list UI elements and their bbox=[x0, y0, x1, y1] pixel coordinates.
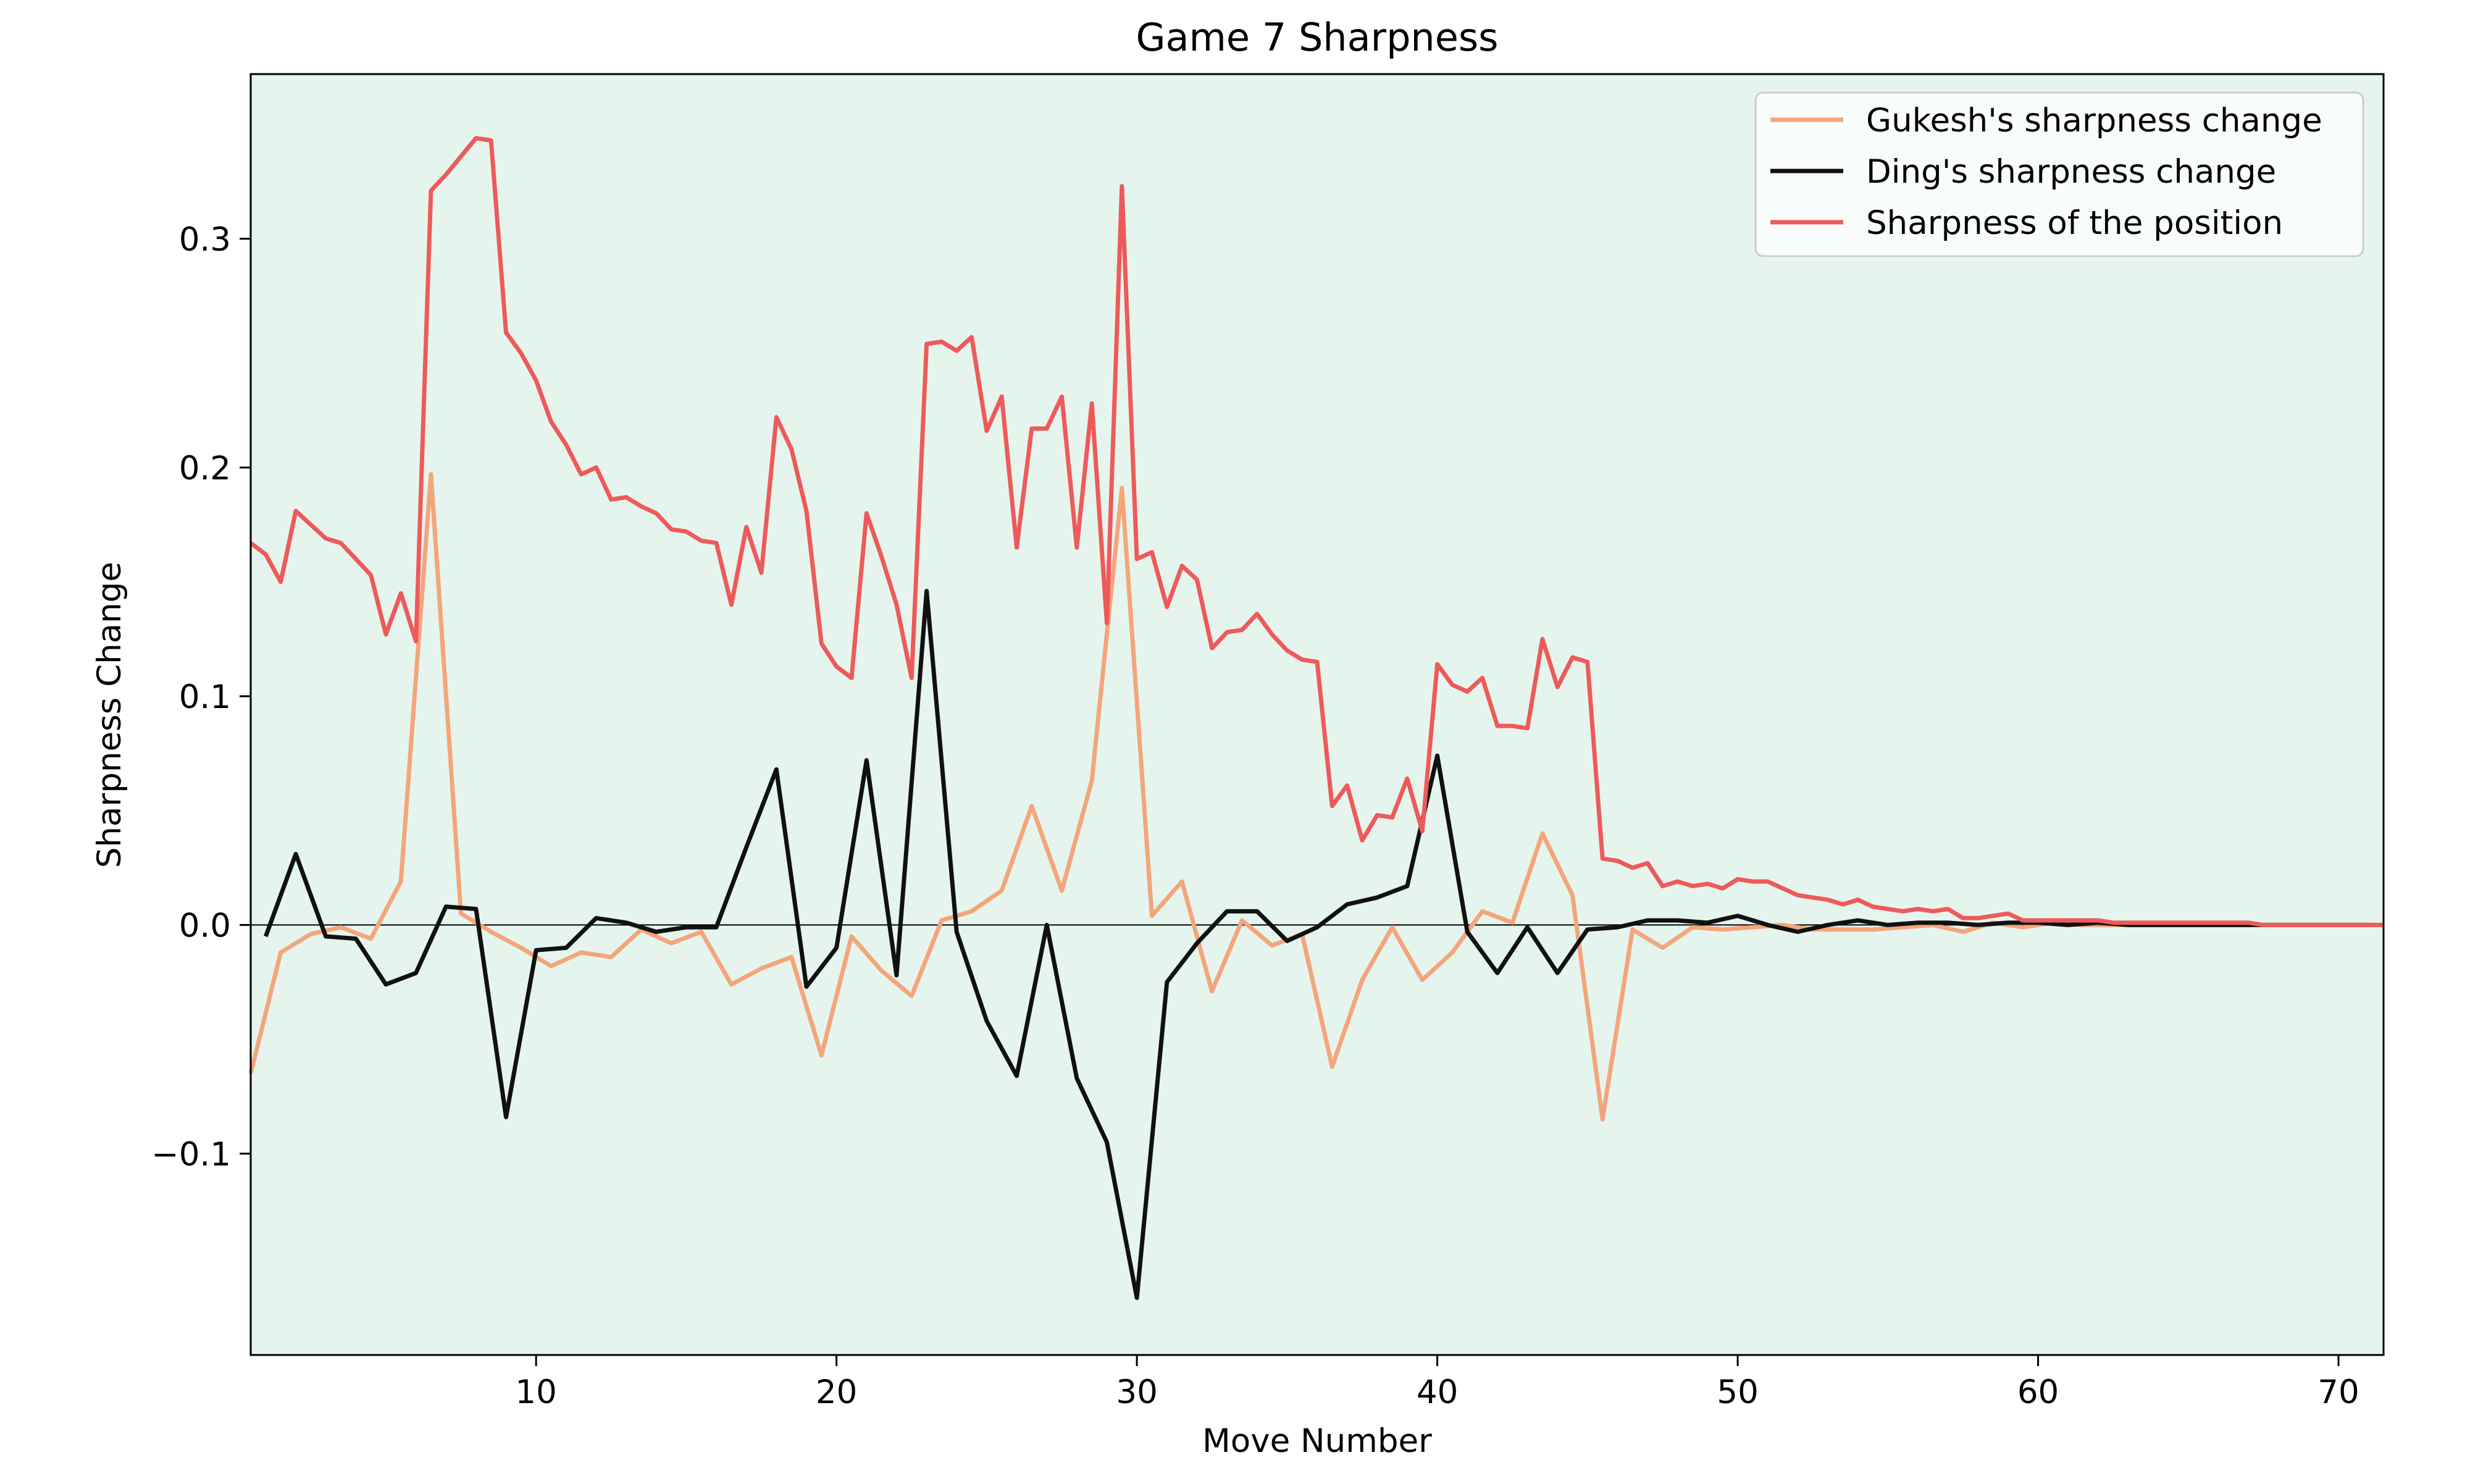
series-layer bbox=[248, 136, 2384, 1300]
x-axis-ticks: 10 20 30 40 50 60 70 bbox=[515, 1355, 2359, 1411]
x-tick-label: 60 bbox=[2017, 1374, 2059, 1411]
y-tick-label: −0.1 bbox=[151, 1136, 231, 1173]
chart-title: Game 7 Sharpness bbox=[1136, 15, 1499, 60]
legend-entry-position: Sharpness of the position bbox=[1770, 204, 2283, 242]
x-tick-label: 20 bbox=[816, 1374, 857, 1411]
legend: Gukesh's sharpness change Ding's sharpne… bbox=[1754, 91, 2364, 257]
y-axis-label: Sharpness Change bbox=[91, 562, 128, 868]
y-tick-label: 0.0 bbox=[179, 907, 231, 944]
y-tick-label: 0.3 bbox=[179, 221, 231, 259]
x-axis-label: Move Number bbox=[1202, 1422, 1432, 1460]
legend-label-gukesh: Gukesh's sharpness change bbox=[1866, 102, 2322, 140]
y-axis-ticks: −0.1 0.0 0.1 0.2 0.3 bbox=[151, 221, 251, 1173]
plot-frame bbox=[249, 73, 2385, 1356]
legend-label-ding: Ding's sharpness change bbox=[1866, 153, 2276, 191]
x-tick-label: 50 bbox=[1717, 1374, 1758, 1411]
legend-box bbox=[1754, 91, 2364, 257]
series-line-position bbox=[249, 136, 2384, 927]
x-tick-label: 70 bbox=[2317, 1374, 2359, 1411]
legend-label-position: Sharpness of the position bbox=[1866, 204, 2283, 242]
x-tick-label: 40 bbox=[1417, 1374, 1458, 1411]
series-line-gukesh bbox=[248, 472, 2384, 1122]
x-tick-label: 30 bbox=[1116, 1374, 1157, 1411]
series-line-ding bbox=[264, 588, 2369, 1300]
plot-area bbox=[251, 74, 2384, 1355]
x-tick-label: 10 bbox=[515, 1374, 556, 1411]
y-tick-label: 0.1 bbox=[179, 678, 231, 716]
legend-entry-gukesh: Gukesh's sharpness change bbox=[1770, 102, 2322, 140]
legend-entry-ding: Ding's sharpness change bbox=[1770, 153, 2276, 191]
y-tick-label: 0.2 bbox=[179, 449, 231, 487]
